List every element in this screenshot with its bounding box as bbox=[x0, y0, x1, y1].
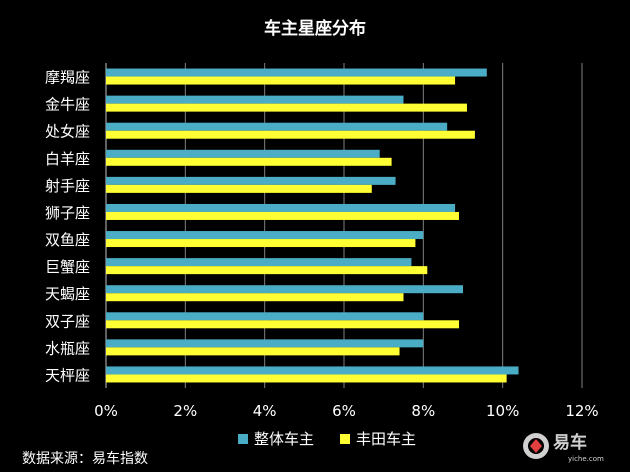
category-label-6: 双鱼座 bbox=[45, 231, 90, 249]
bar-toyota-10 bbox=[106, 347, 400, 356]
bar-toyota-4 bbox=[106, 184, 372, 193]
category-label-2: 处女座 bbox=[45, 123, 90, 141]
x-tick-label-3: 6% bbox=[332, 402, 356, 420]
source-note: 数据来源：易车指数 bbox=[22, 451, 148, 467]
legend-swatch-overall bbox=[238, 433, 248, 444]
bar-overall-5 bbox=[106, 203, 456, 212]
x-tick-label-6: 12% bbox=[565, 402, 598, 420]
svg-text:yiche.com: yiche.com bbox=[568, 455, 604, 463]
bar-toyota-7 bbox=[106, 266, 428, 275]
chart-legend: 整体车主 丰田车主 bbox=[238, 428, 416, 449]
bar-toyota-9 bbox=[106, 320, 460, 329]
legend-item-toyota: 丰田车主 bbox=[340, 428, 416, 449]
bar-toyota-6 bbox=[106, 239, 416, 248]
bar-toyota-3 bbox=[106, 157, 392, 166]
bar-overall-0 bbox=[106, 68, 487, 77]
category-label-10: 水瓶座 bbox=[45, 339, 90, 357]
bar-overall-9 bbox=[106, 312, 424, 321]
category-label-5: 狮子座 bbox=[45, 204, 90, 222]
legend-label-toyota: 丰田车主 bbox=[356, 430, 417, 448]
yiche-logo: 易车 yiche.com bbox=[523, 432, 604, 463]
x-tick-label-4: 8% bbox=[411, 402, 435, 420]
chart-title: 车主星座分布 bbox=[264, 19, 366, 39]
bar-overall-7 bbox=[106, 258, 412, 267]
bar-overall-4 bbox=[106, 176, 396, 185]
bar-toyota-2 bbox=[106, 130, 475, 139]
category-label-0: 摩羯座 bbox=[45, 69, 90, 87]
x-tick-label-0: 0% bbox=[94, 402, 118, 420]
category-label-7: 巨蟹座 bbox=[45, 258, 90, 276]
category-label-11: 天枰座 bbox=[45, 366, 90, 384]
legend-item-overall: 整体车主 bbox=[238, 428, 314, 449]
bar-overall-2 bbox=[106, 122, 448, 131]
bar-toyota-8 bbox=[106, 293, 404, 302]
svg-text:易车: 易车 bbox=[553, 432, 587, 453]
bar-toyota-11 bbox=[106, 374, 507, 383]
legend-swatch-toyota bbox=[340, 433, 351, 444]
category-label-4: 射手座 bbox=[45, 177, 90, 195]
bar-overall-1 bbox=[106, 95, 404, 104]
bar-overall-11 bbox=[106, 366, 519, 375]
category-label-9: 双子座 bbox=[45, 312, 90, 330]
x-tick-label-2: 4% bbox=[253, 402, 277, 420]
bar-toyota-1 bbox=[106, 103, 467, 112]
category-label-8: 天蝎座 bbox=[45, 285, 90, 303]
bar-toyota-5 bbox=[106, 211, 460, 220]
bar-overall-3 bbox=[106, 149, 380, 158]
x-tick-label-1: 2% bbox=[173, 402, 197, 420]
category-label-1: 金牛座 bbox=[45, 96, 90, 114]
legend-label-overall: 整体车主 bbox=[254, 430, 315, 448]
bar-overall-10 bbox=[106, 339, 424, 348]
x-tick-label-5: 10% bbox=[486, 402, 519, 420]
bar-overall-8 bbox=[106, 285, 463, 294]
bar-overall-6 bbox=[106, 231, 424, 240]
category-label-3: 白羊座 bbox=[45, 150, 90, 168]
bar-toyota-0 bbox=[106, 76, 456, 85]
